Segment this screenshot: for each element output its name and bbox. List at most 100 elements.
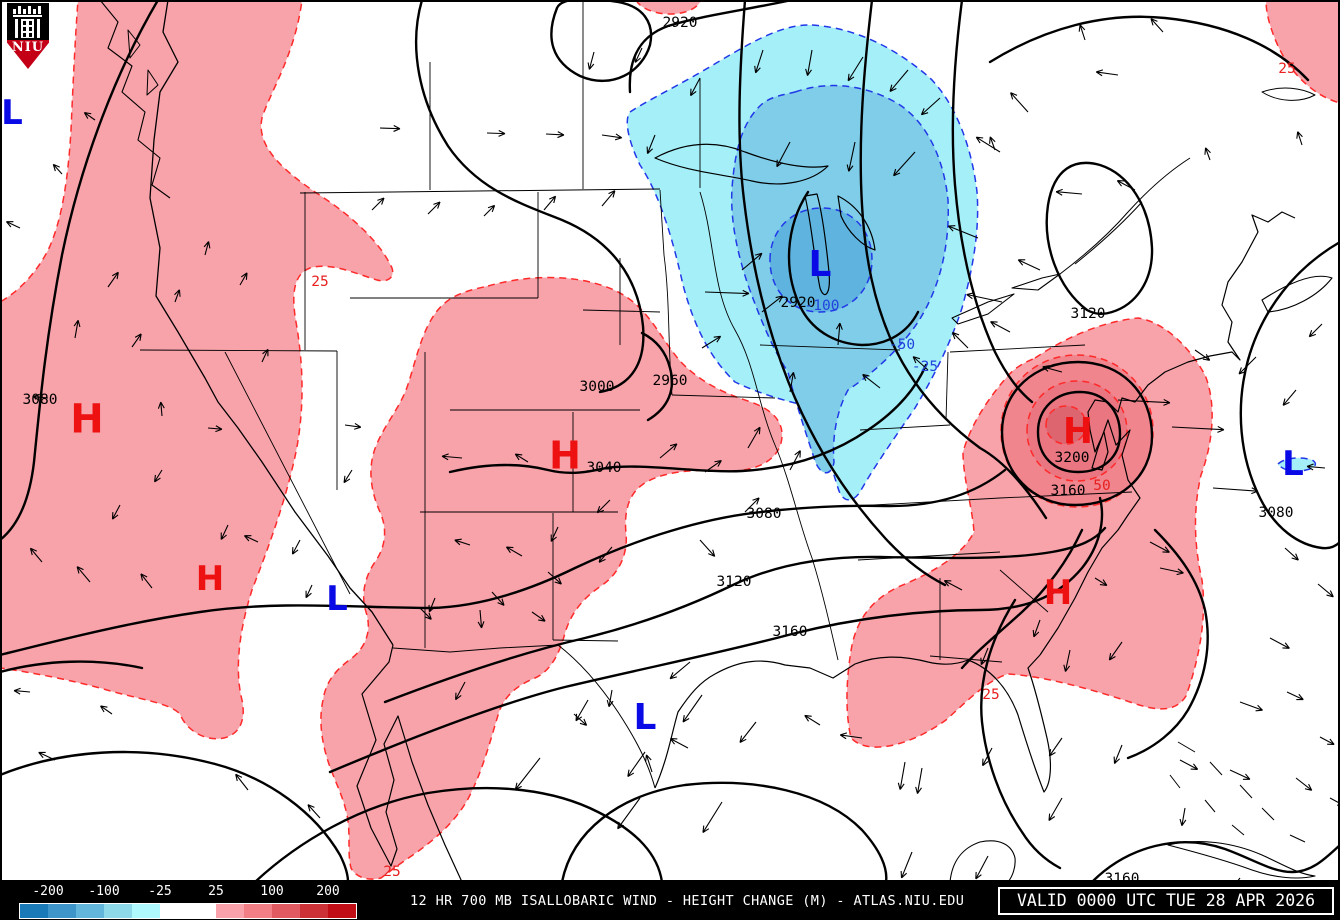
border-line — [1059, 157, 1191, 275]
height-contour-line — [640, 331, 674, 422]
wind-arrow — [1017, 259, 1041, 271]
wind-arrow — [980, 647, 989, 666]
wind-arrow — [741, 252, 763, 271]
border-line — [1074, 201, 1143, 265]
wind-arrow — [804, 714, 821, 726]
wind-arrow — [754, 49, 764, 74]
height-contour-line — [787, 190, 920, 347]
border-line — [1231, 824, 1245, 836]
contour-value-label: 3160 — [1105, 871, 1140, 882]
wind-arrow — [1048, 737, 1063, 757]
wind-arrow — [154, 469, 163, 483]
wind-arrow — [261, 348, 269, 363]
footer-bar: -200 -100 -25 25 100 200 12 HR 700 MB ISALLOB… — [0, 882, 1340, 920]
wind-arrow — [1194, 349, 1211, 361]
colorbar-segment — [272, 904, 300, 918]
height-contour-line — [550, 0, 653, 82]
map-title: 12 HR 700 MB ISALLOBARIC WIND - HEIGHT C… — [410, 893, 965, 909]
contour-value-label: -25 — [912, 359, 938, 375]
wind-arrow — [1179, 807, 1187, 827]
wind-arrow — [761, 295, 783, 313]
wind-arrow — [1179, 759, 1199, 770]
wind-arrow — [455, 681, 466, 701]
wind-arrow — [1319, 736, 1335, 746]
wind-arrow — [76, 566, 91, 583]
wind-arrow — [428, 597, 436, 613]
wind-arrow — [839, 732, 863, 740]
border-line — [1261, 87, 1316, 101]
height-contour-line — [1090, 841, 1340, 882]
wind-arrow — [32, 393, 49, 401]
wind-arrow — [83, 112, 96, 121]
height-contour-line — [859, 0, 1048, 520]
wind-arrow — [1032, 619, 1041, 638]
wind-arrow — [747, 426, 761, 449]
border-line — [837, 195, 876, 251]
contour-value-label: 2920 — [781, 295, 816, 311]
wind-arrow — [646, 134, 656, 154]
height-contour-line — [448, 363, 928, 474]
wind-arrow — [427, 201, 441, 215]
wind-arrow — [1212, 487, 1259, 495]
wind-arrow — [690, 77, 701, 97]
height-contour-line — [414, 0, 645, 394]
wind-arrow — [100, 705, 113, 715]
colorbar-tick-label: -25 — [148, 884, 172, 899]
wind-arrow — [1048, 797, 1063, 821]
wind-arrow — [305, 584, 313, 599]
wind-arrow — [669, 661, 691, 680]
wind-arrow — [704, 289, 750, 297]
border-line — [999, 491, 1133, 499]
border-line — [139, 349, 338, 352]
wind-arrow — [701, 335, 722, 349]
wind-arrow — [627, 751, 646, 778]
wind-arrow — [343, 469, 353, 484]
border-line — [759, 344, 901, 351]
wind-arrow — [587, 51, 595, 70]
high-pressure-marker: H — [70, 396, 103, 442]
height-contour-line — [988, 15, 1310, 82]
contour-value-label: 25 — [311, 274, 328, 290]
border-line — [949, 344, 1086, 353]
colorbar-segment — [328, 904, 356, 918]
wind-arrow — [203, 241, 211, 256]
wind-arrow — [1150, 18, 1164, 33]
wind-arrow — [573, 713, 588, 726]
height-contour-line — [980, 598, 1062, 870]
contour-value-label: 3040 — [587, 460, 622, 476]
low-pressure-marker: L — [634, 697, 657, 738]
wind-arrow — [596, 499, 611, 514]
wind-arrow — [1113, 744, 1123, 764]
border-line — [149, 0, 394, 646]
wind-arrow — [239, 272, 248, 286]
colorbar-segment — [160, 904, 216, 918]
border-line — [945, 351, 949, 421]
wind-arrow — [207, 425, 223, 433]
contour-value-label: 3080 — [23, 392, 58, 408]
pressure-centers: H H H H H L L L L L — [1, 93, 1304, 738]
border-line — [1011, 273, 1061, 291]
height-contour-line — [253, 786, 664, 882]
wind-arrow — [776, 141, 791, 168]
wind-arrow — [243, 535, 259, 543]
low-pressure-marker: L — [1282, 444, 1304, 484]
wind-arrow — [704, 459, 722, 473]
wind-arrow — [1117, 398, 1171, 406]
niu-logo: NIU — [7, 3, 49, 69]
wind-arrow — [477, 609, 485, 629]
wind-arrow — [1159, 567, 1184, 576]
wind-arrow — [920, 97, 941, 116]
wind-arrow — [1295, 777, 1313, 791]
height-contour-line — [328, 496, 1104, 774]
border-line — [582, 309, 661, 313]
wind-arrow — [699, 539, 716, 557]
shaded-region-pos25 — [635, 0, 702, 15]
wind-arrow — [862, 373, 881, 389]
wind-arrow — [514, 453, 529, 463]
wind-arrow — [29, 547, 43, 563]
border-line — [99, 0, 171, 199]
wind-arrow — [111, 504, 121, 520]
height-contour-line — [0, 0, 160, 542]
low-pressure-marker: L — [1, 93, 23, 133]
